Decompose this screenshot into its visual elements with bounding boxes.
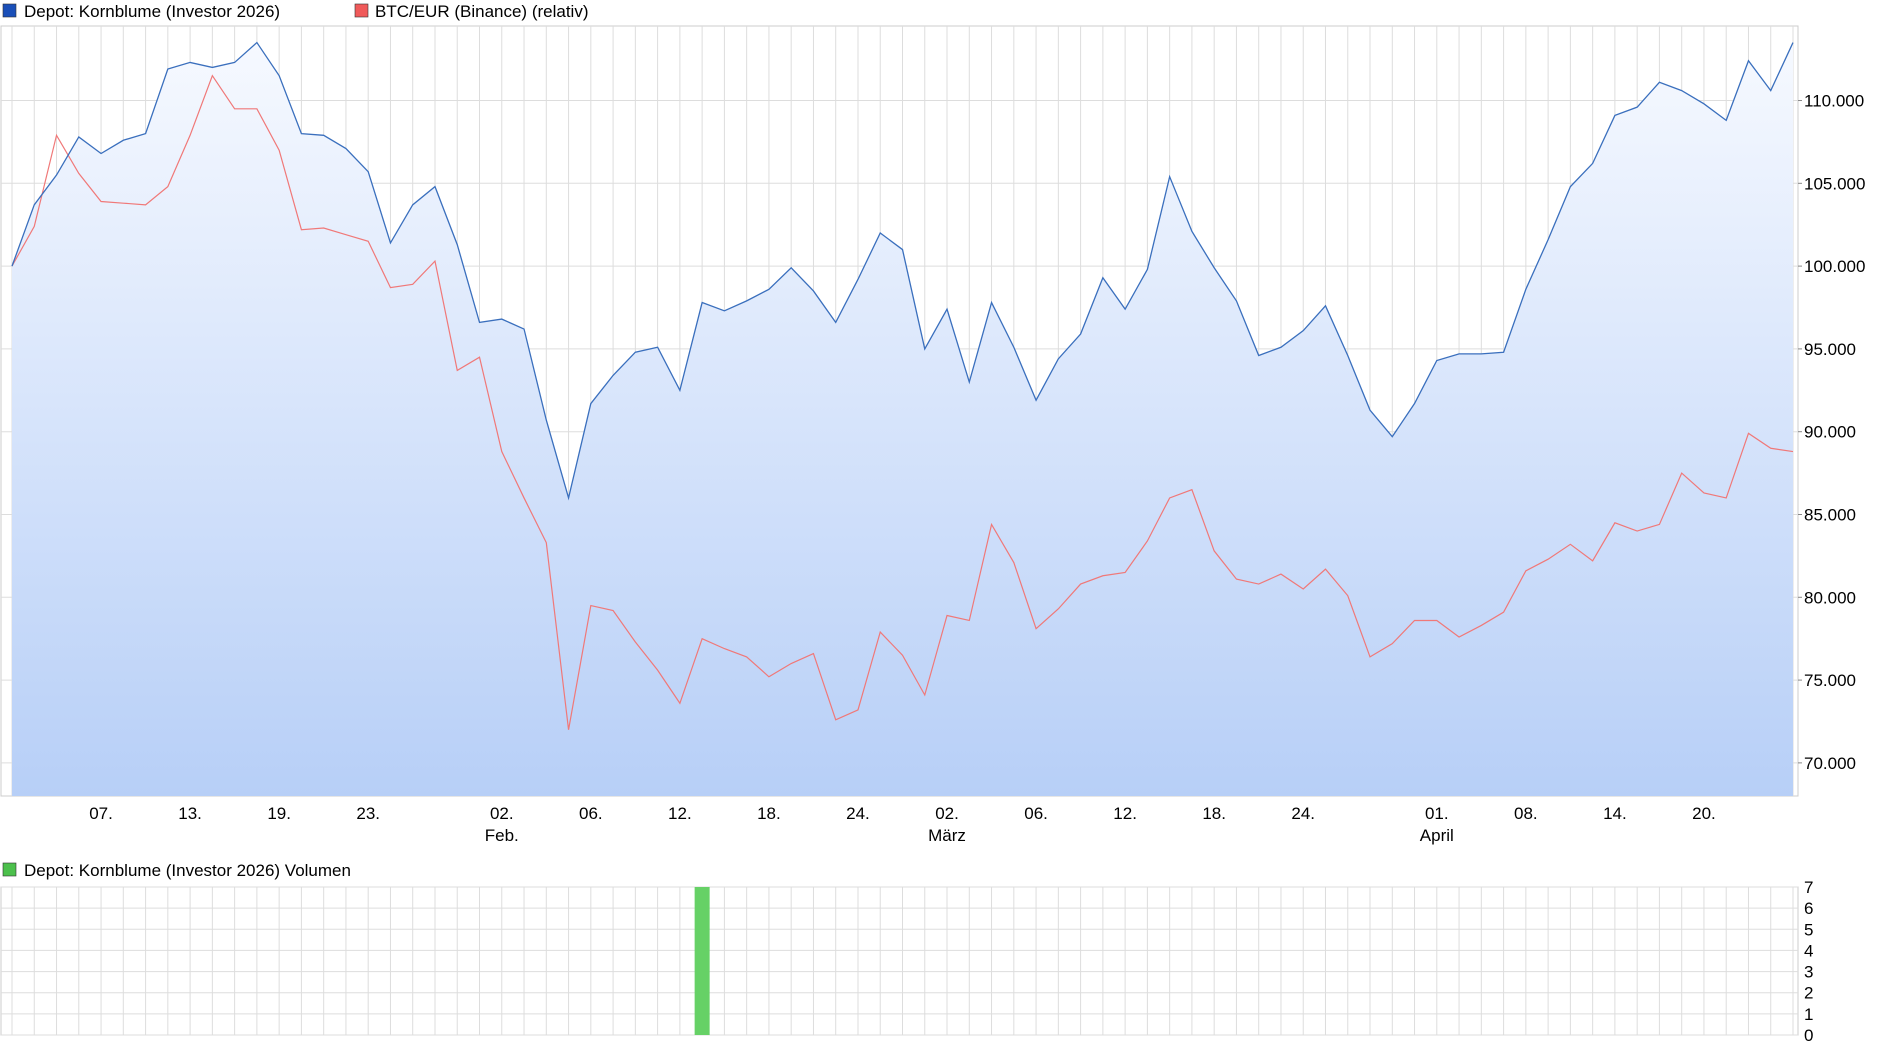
x-tick-label: 23. bbox=[356, 804, 380, 823]
x-tick-label: 08. bbox=[1514, 804, 1538, 823]
volume-axes: 0 1 2 3 4 5 6 7 bbox=[1804, 878, 1813, 1045]
volume-bar bbox=[694, 887, 710, 1035]
volume-plot-marks bbox=[694, 887, 710, 1035]
x-tick-label: 07. bbox=[89, 804, 113, 823]
x-tick-label: 01. bbox=[1425, 804, 1449, 823]
legend-swatch-volume bbox=[2, 862, 17, 877]
x-tick-label: 24. bbox=[846, 804, 870, 823]
legend-label-btc: BTC/EUR (Binance) (relativ) bbox=[375, 2, 589, 21]
x-tick-label: 02. bbox=[935, 804, 959, 823]
depot-area bbox=[12, 42, 1793, 797]
legend-swatch-btc bbox=[354, 3, 369, 18]
main-axes: 70.000 75.000 80.000 85.000 90.000 95.000 100.… bbox=[89, 92, 1865, 845]
btc-series-line bbox=[11, 74, 1794, 730]
x-tick-label: 24. bbox=[1291, 804, 1315, 823]
y-tick-label: 105.000 bbox=[1804, 174, 1865, 193]
volume-y-tick-label: 6 bbox=[1804, 899, 1813, 918]
volume-y-tick-label: 1 bbox=[1804, 1005, 1813, 1024]
x-tick-label: 19. bbox=[267, 804, 291, 823]
x-tick-label: 14. bbox=[1603, 804, 1627, 823]
volume-y-tick-label: 2 bbox=[1804, 984, 1813, 1003]
x-month-label: Feb. bbox=[485, 826, 519, 845]
x-tick-label: 06. bbox=[579, 804, 603, 823]
volume-y-tick-label: 4 bbox=[1804, 941, 1813, 960]
main-plot-marks bbox=[11, 41, 1794, 730]
x-tick-label: 12. bbox=[668, 804, 692, 823]
y-tick-label: 85.000 bbox=[1804, 505, 1856, 524]
volume-y-tick-label: 7 bbox=[1804, 878, 1813, 897]
x-month-label: April bbox=[1420, 826, 1454, 845]
volume-y-tick-label: 5 bbox=[1804, 920, 1813, 939]
y-tick-label: 90.000 bbox=[1804, 423, 1856, 442]
legend-swatch-depot bbox=[2, 3, 17, 18]
y-tick-label: 100.000 bbox=[1804, 257, 1865, 276]
legend-label-volume: Depot: Kornblume (Investor 2026) Volumen bbox=[24, 861, 351, 880]
x-tick-label: 20. bbox=[1692, 804, 1716, 823]
volume-grid bbox=[0, 886, 1799, 1036]
legend-label-depot: Depot: Kornblume (Investor 2026) bbox=[24, 2, 280, 21]
x-tick-label: 02. bbox=[490, 804, 514, 823]
y-tick-label: 95.000 bbox=[1804, 340, 1856, 359]
volume-y-tick-label: 3 bbox=[1804, 963, 1813, 982]
x-tick-label: 18. bbox=[757, 804, 781, 823]
depot-series-line bbox=[11, 41, 1794, 501]
y-tick-label: 70.000 bbox=[1804, 754, 1856, 773]
x-tick-label: 18. bbox=[1202, 804, 1226, 823]
x-month-label: März bbox=[928, 826, 966, 845]
y-tick-label: 80.000 bbox=[1804, 588, 1856, 607]
y-tick-label: 75.000 bbox=[1804, 671, 1856, 690]
x-tick-label: 13. bbox=[178, 804, 202, 823]
x-tick-label: 12. bbox=[1113, 804, 1137, 823]
x-tick-label: 06. bbox=[1024, 804, 1048, 823]
y-tick-label: 110.000 bbox=[1804, 92, 1864, 111]
volume-y-tick-label: 0 bbox=[1804, 1026, 1813, 1045]
volume-plot-frame bbox=[0, 886, 1799, 1036]
